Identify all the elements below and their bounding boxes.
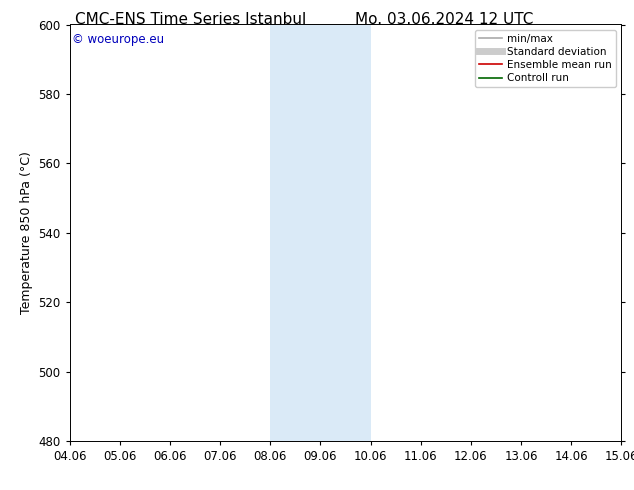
Y-axis label: Temperature 850 hPa (°C): Temperature 850 hPa (°C)	[20, 151, 33, 314]
Text: © woeurope.eu: © woeurope.eu	[72, 33, 165, 46]
Bar	[621, 24, 634, 441]
Text: CMC-ENS Time Series Istanbul: CMC-ENS Time Series Istanbul	[75, 12, 306, 27]
Bar	[270, 24, 371, 441]
Text: Mo. 03.06.2024 12 UTC: Mo. 03.06.2024 12 UTC	[354, 12, 533, 27]
Legend: min/max, Standard deviation, Ensemble mean run, Controll run: min/max, Standard deviation, Ensemble me…	[475, 30, 616, 87]
